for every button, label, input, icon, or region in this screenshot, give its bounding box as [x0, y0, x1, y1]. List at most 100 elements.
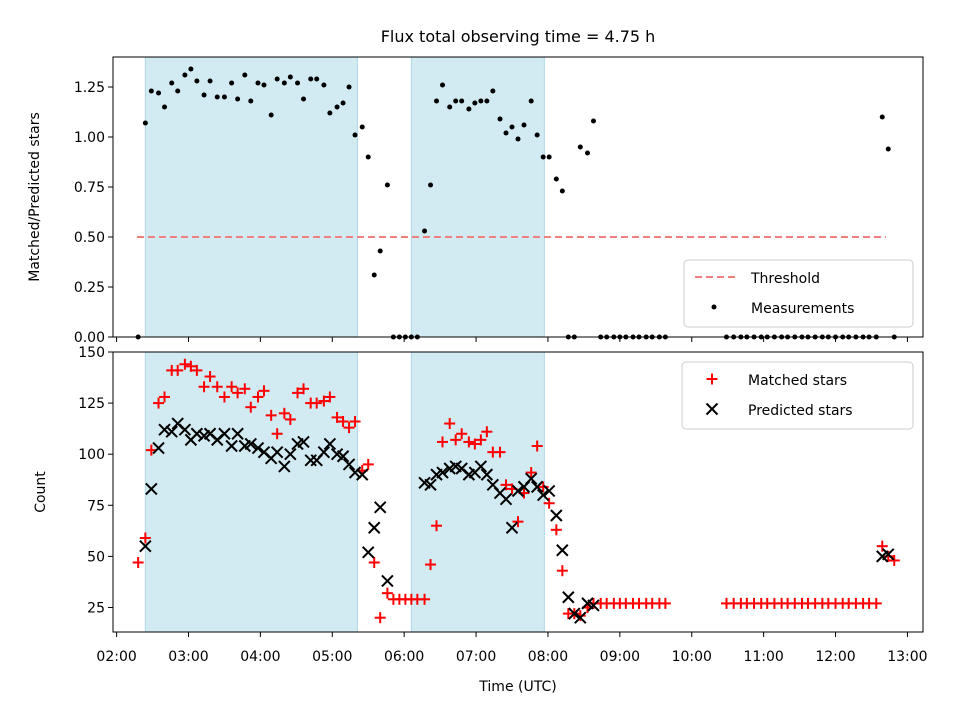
matched-star-point — [659, 597, 671, 609]
measurement-point — [248, 98, 254, 104]
x-stroke — [542, 484, 556, 498]
top-legend-box — [683, 259, 914, 328]
x-stroke — [418, 476, 431, 490]
legend-predicted-label: Predicted stars — [748, 403, 853, 419]
measurement-point — [274, 76, 280, 82]
x-stroke — [356, 468, 369, 481]
bottom-y-axis-label: Count — [33, 471, 49, 513]
x-tick-label: 11:00 — [743, 649, 783, 665]
measurement-point — [148, 88, 154, 94]
measurement-point — [484, 98, 490, 104]
measurement-point — [384, 182, 390, 188]
matched-star-point — [258, 385, 270, 397]
predicted-star-point — [568, 607, 581, 620]
predicted-star-points — [139, 417, 895, 624]
top-axes-frame — [112, 56, 924, 338]
measurement-point — [340, 100, 346, 106]
predicted-star-point — [424, 478, 437, 492]
x-stroke — [203, 427, 217, 440]
top-x-ticks — [116, 337, 908, 342]
predicted-star-point — [587, 599, 600, 612]
measurement-point — [459, 98, 465, 104]
x-stroke — [139, 539, 152, 553]
legend-measurements-swatch — [711, 304, 717, 310]
x-stroke — [505, 521, 519, 534]
measurement-point — [255, 80, 261, 86]
measurement-point — [577, 144, 583, 150]
x-stroke — [455, 462, 468, 475]
y-tick-label: 0.50 — [74, 230, 105, 246]
x-stroke — [568, 607, 581, 620]
matched-star-point — [500, 479, 512, 491]
x-stroke — [499, 492, 513, 506]
measurement-point — [268, 112, 274, 118]
measurement-point — [466, 106, 472, 112]
predicted-star-point — [530, 480, 544, 494]
top-y-axis-label: Matched/Predicted stars — [27, 112, 43, 282]
measurement-point — [201, 92, 207, 98]
measurement-point — [440, 82, 446, 88]
measurement-point — [156, 90, 162, 96]
legend-matched-swatch — [706, 373, 718, 385]
matched-star-point — [191, 364, 203, 376]
measurement-point — [235, 96, 241, 102]
measurement-point — [428, 182, 434, 188]
predicted-star-point — [323, 437, 337, 451]
measurement-point — [175, 88, 181, 94]
x-stroke — [424, 478, 437, 492]
y-tick-label: 0.25 — [74, 280, 105, 296]
matched-star-point — [245, 401, 257, 413]
bottom-panel: 25 50 75 100 125 150 02:00 03:00 04:00 05:00 06:0… — [33, 345, 928, 665]
matched-star-point — [876, 540, 888, 552]
matched-star-point — [349, 415, 361, 427]
matched-star-point — [343, 422, 355, 434]
matched-star-point — [456, 428, 468, 440]
y-tick-label: 150 — [78, 345, 105, 361]
x-tick-label: 03:00 — [168, 649, 208, 665]
measurement-point — [521, 122, 527, 128]
predicted-star-point — [562, 591, 575, 604]
predicted-star-point — [356, 468, 369, 481]
measurement-point — [308, 76, 314, 82]
predicted-star-point — [436, 466, 449, 479]
matched-star-point — [419, 593, 431, 605]
x-stroke — [524, 472, 538, 485]
predicted-star-point — [368, 521, 381, 534]
x-stroke — [284, 447, 297, 461]
measurement-point — [546, 154, 552, 160]
measurement-point — [885, 146, 891, 152]
x-stroke — [368, 521, 381, 534]
x-stroke — [362, 546, 375, 559]
predicted-star-point — [373, 501, 387, 514]
predicted-star-point — [348, 466, 362, 479]
x-tick-label: 09:00 — [600, 649, 640, 665]
x-stroke — [587, 599, 600, 612]
matched-star-point — [882, 550, 894, 562]
measurement-point — [281, 80, 287, 86]
matched-star-point — [512, 516, 524, 528]
predicted-star-point — [317, 445, 331, 459]
measurement-point — [590, 118, 596, 124]
predicted-star-point — [278, 460, 291, 473]
x-stroke — [530, 480, 544, 494]
measurement-point — [142, 120, 148, 126]
x-stroke — [297, 435, 310, 449]
matched-star-point — [444, 418, 456, 430]
matched-star-point — [132, 557, 144, 569]
measurement-point — [321, 82, 327, 88]
predicted-star-point — [251, 441, 265, 455]
x-stroke — [251, 441, 265, 455]
x-tick-label: 08:00 — [528, 649, 568, 665]
x-stroke — [278, 460, 291, 473]
predicted-star-point — [244, 437, 258, 451]
predicted-star-point — [297, 435, 310, 449]
measurement-point — [334, 104, 340, 110]
x-tick-label: 13:00 — [887, 649, 927, 665]
measurement-point — [497, 116, 503, 122]
predicted-star-point — [284, 447, 297, 461]
matched-star-point — [311, 397, 323, 409]
measurement-point — [434, 98, 440, 104]
predicted-star-point — [574, 611, 587, 624]
x-stroke — [218, 427, 231, 440]
x-stroke — [493, 486, 507, 500]
